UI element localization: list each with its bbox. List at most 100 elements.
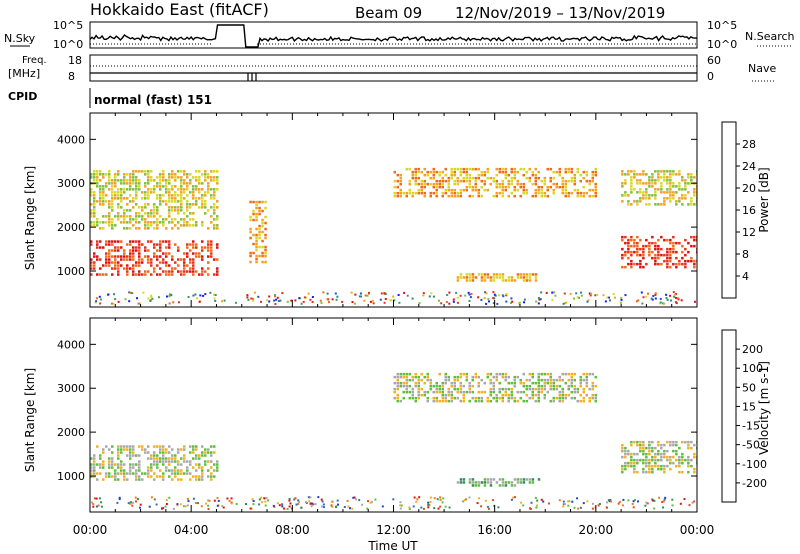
range-cell [498,372,501,376]
range-cell [624,294,627,297]
range-cell [177,451,180,454]
range-cell [114,478,117,481]
range-cell [693,265,696,269]
range-cell [678,200,681,203]
range-cell [204,460,207,463]
range-cell [588,372,591,376]
range-cell [522,173,525,177]
range-cell [186,203,189,206]
range-cell [198,466,201,469]
range-cell [180,191,183,194]
range-cell [669,455,672,459]
range-cell [111,221,114,224]
range-cell [214,294,217,296]
range-cell [153,472,156,475]
range-cell [501,182,504,186]
range-cell [462,393,465,397]
range-cell [575,292,578,295]
range-cell [309,496,312,499]
range-cell [663,170,666,173]
range-cell [201,182,204,185]
range-cell [204,179,207,182]
range-cell [177,463,180,466]
range-cell [118,498,121,501]
range-cell [477,273,481,276]
range-cell [255,254,258,258]
range-cell [135,191,138,194]
range-cell [201,221,204,224]
range-cell [131,292,134,295]
range-cell [522,478,526,481]
range-cell [177,227,180,230]
range-cell [168,457,171,460]
range-cell [630,170,633,173]
range-cell [120,197,123,200]
range-cell [627,464,630,468]
range-cell [129,179,132,182]
range-cell [495,276,499,279]
range-cell [126,243,129,246]
range-cell [687,464,690,468]
range-cell [636,440,639,444]
range-cell [105,173,108,176]
range-cell [540,498,543,501]
range-cell [456,179,459,183]
range-cell [102,460,105,463]
range-cell [462,167,465,171]
range-cell [192,243,195,246]
range-cell [153,191,156,194]
range-cell [153,463,156,466]
range-cell [669,259,672,263]
range-cell [114,179,117,182]
range-cell [662,506,664,509]
range-cell [309,298,312,301]
range-cell [207,182,210,185]
range-cell [141,209,144,212]
colorbar-tick-label: -15 [742,420,760,433]
range-cell [252,233,255,237]
range-cell [108,224,111,227]
range-cell [189,212,192,215]
range-cell [477,191,480,195]
range-cell [351,507,354,510]
range-cell [195,252,198,255]
range-cell [636,250,639,254]
range-cell [690,458,693,462]
range-cell [651,298,654,301]
range-cell [594,194,597,198]
range-cell [96,297,98,300]
range-cell [531,481,535,484]
range-cell [429,378,432,382]
range-cell [447,179,450,183]
range-cell [540,291,543,294]
range-cell [201,466,204,469]
range-cell [177,209,180,212]
range-cell [645,238,648,242]
range-cell [264,504,267,507]
range-cell [456,378,459,382]
range-cell [492,291,495,294]
range-cell [117,457,120,460]
range-cell [648,253,651,257]
range-cell [531,372,534,376]
range-cell [681,179,684,182]
range-cell [192,273,195,276]
range-cell [102,215,105,218]
range-cell [654,194,657,197]
range-cell [90,457,93,460]
range-cell [684,265,687,269]
range-cell [504,378,507,382]
range-cell [534,276,538,279]
range-cell [393,396,396,400]
range-cell [120,215,123,218]
range-cell [138,243,141,246]
range-cell [447,393,450,397]
range-cell [249,254,252,258]
range-cell [501,372,504,376]
range-cell [417,176,420,180]
range-cell [648,443,651,447]
range-cell [210,243,213,246]
range-cell [516,375,519,379]
range-cell [153,246,156,249]
range-cell [645,446,648,450]
